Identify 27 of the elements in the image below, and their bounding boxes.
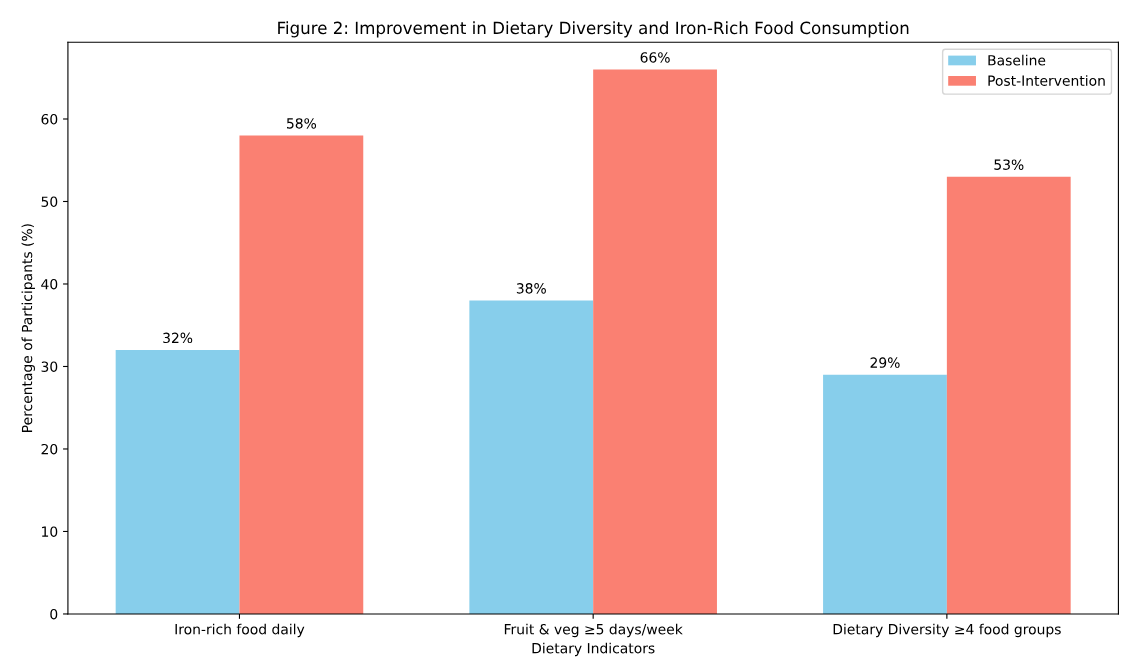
bar — [593, 69, 717, 614]
bar — [115, 349, 240, 614]
data-label: 32% — [163, 332, 193, 344]
y-tick-label: 10 — [42, 526, 58, 537]
x-tick-label: Dietary Diversity ≥4 food groups — [833, 623, 1061, 638]
y-tick-label: 50 — [41, 196, 58, 207]
bar — [469, 300, 594, 614]
y-tick-label: 0 — [50, 608, 58, 620]
y-axis-title: Percentage of Participants (%) — [21, 224, 35, 432]
data-label: 38% — [516, 283, 546, 294]
legend-label: Baseline — [988, 54, 1046, 66]
y-tick-label: 40 — [41, 278, 58, 290]
bar — [823, 374, 947, 614]
x-tick-label: Iron-rich food daily — [175, 623, 305, 638]
data-label: 58% — [287, 118, 317, 129]
y-tick-label: 20 — [41, 443, 58, 455]
y-tick-label: 30 — [41, 361, 58, 372]
bar — [946, 176, 1071, 614]
legend-label: Post-Intervention — [988, 75, 1105, 86]
y-tick-label: 60 — [41, 113, 58, 125]
data-label: 53% — [994, 159, 1024, 170]
data-label: 66% — [640, 52, 670, 63]
x-axis-title: Dietary Indicators — [532, 642, 655, 657]
data-label: 29% — [870, 357, 900, 368]
bar — [239, 135, 364, 614]
chart-title: Figure 2: Improvement in Dietary Diversity and Iron-Rich Food Consumption — [278, 21, 909, 38]
x-tick-label: Fruit & veg ≥5 days/week — [504, 623, 683, 638]
